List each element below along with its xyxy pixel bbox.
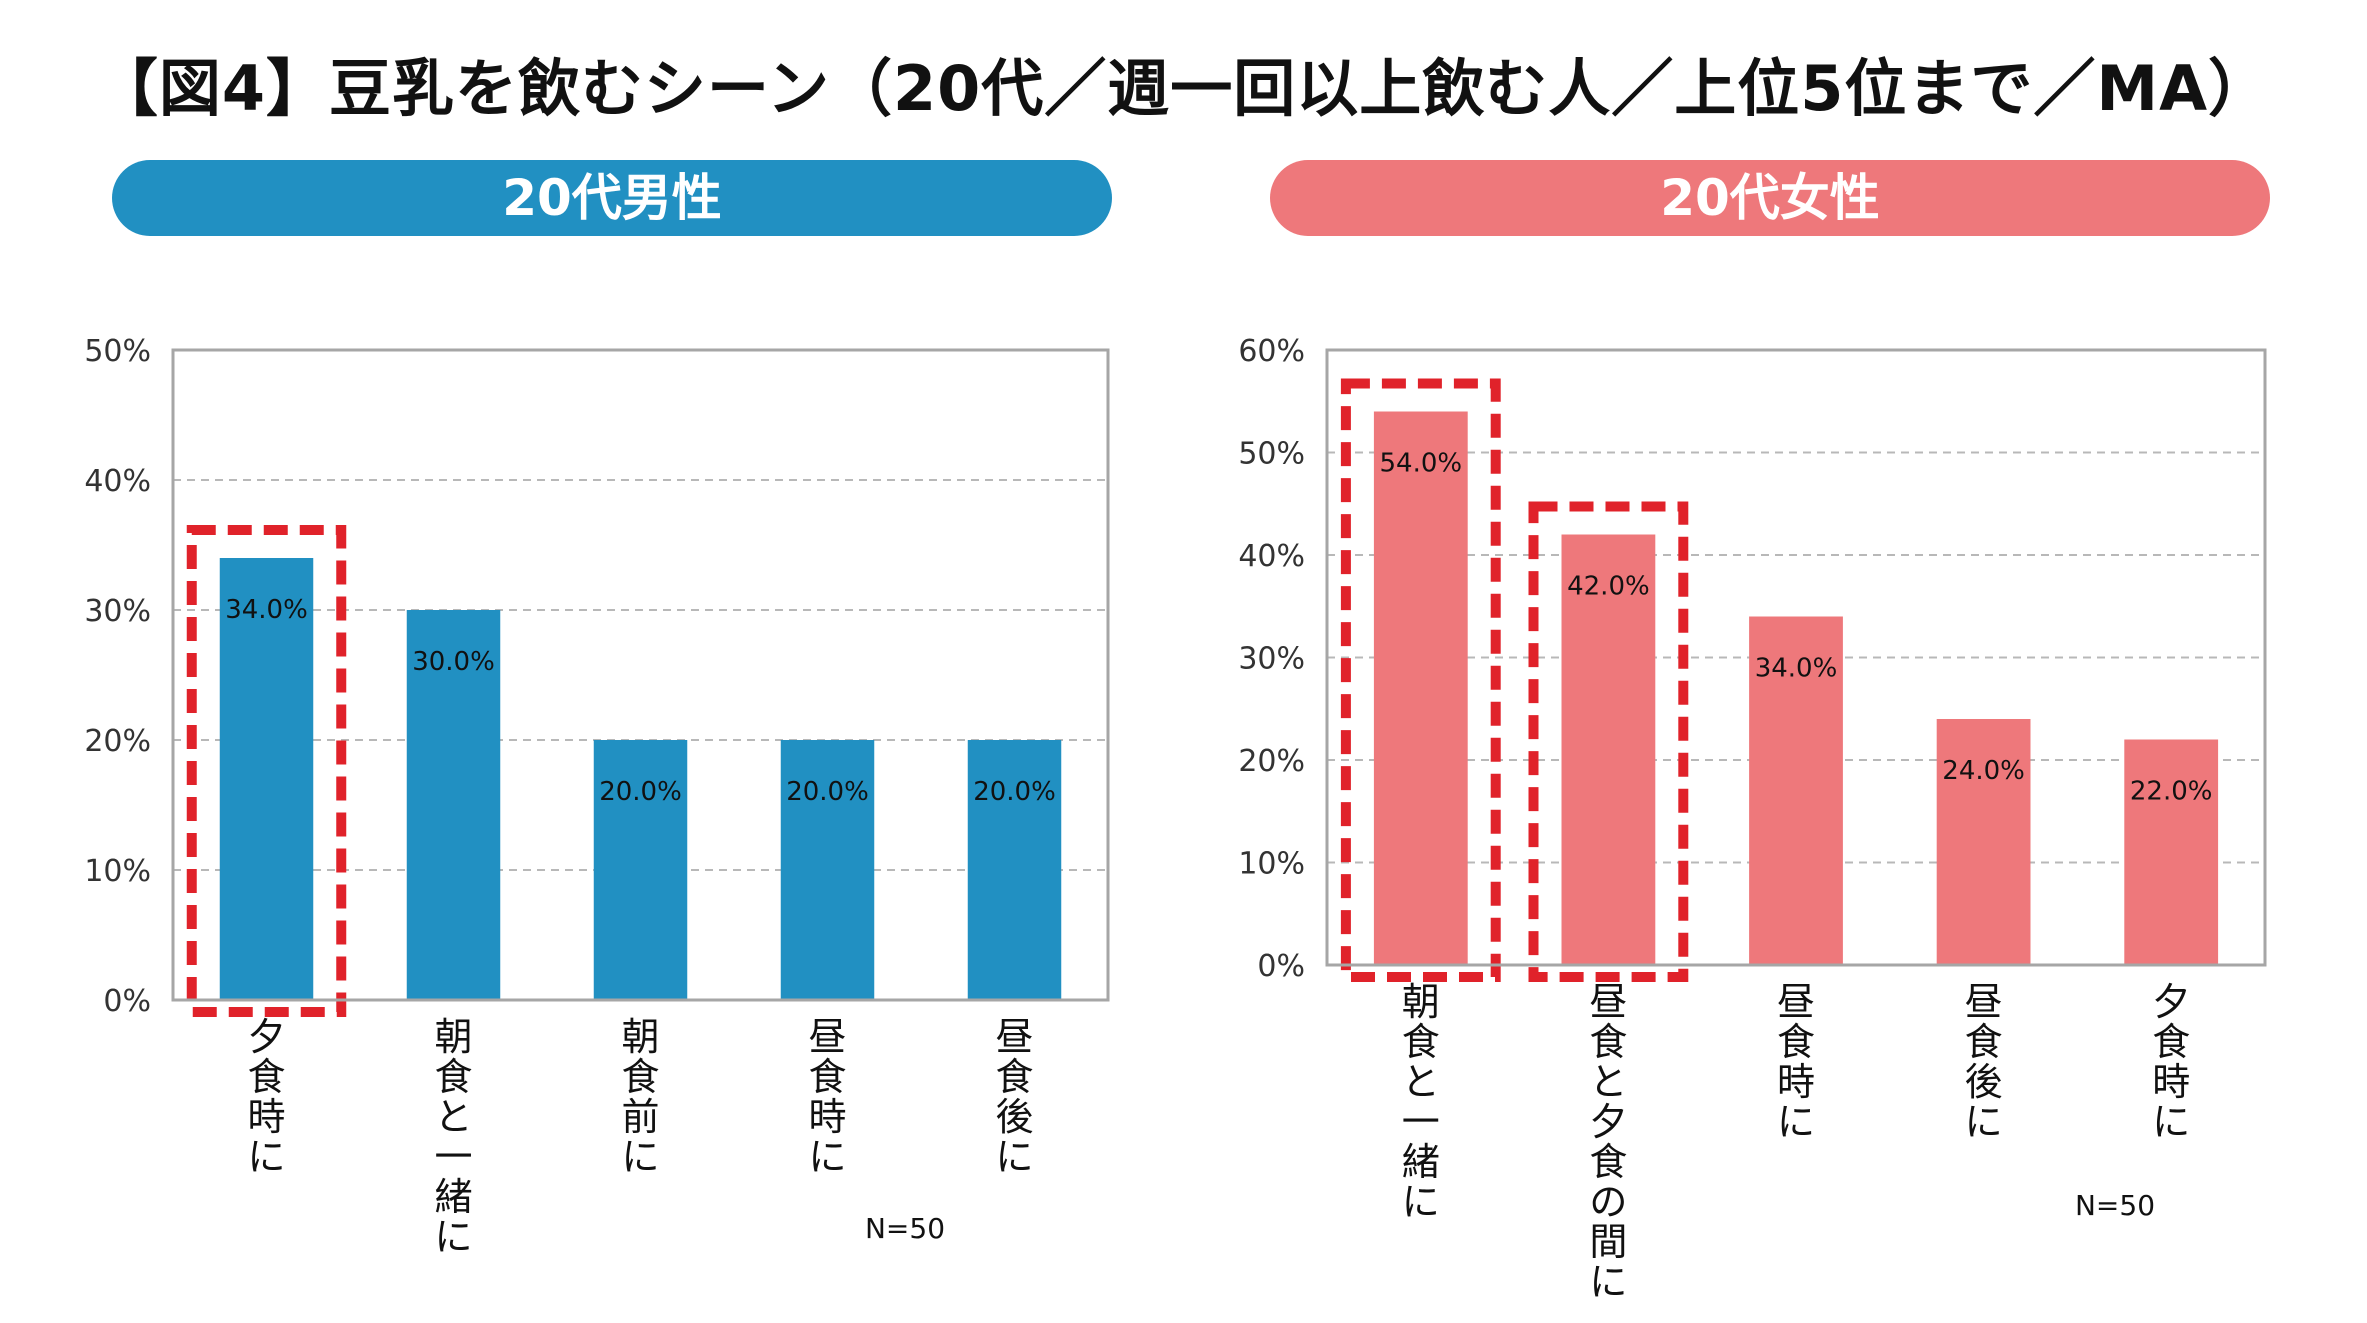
male-ytick-label: 50% [84, 334, 151, 369]
female-category-label: 昼食後に [1965, 980, 2003, 1144]
female-bar [1373, 411, 1468, 965]
male-data-label: 20.0% [973, 777, 1056, 807]
female-category-label: 朝食と一緒に [1402, 980, 1440, 1224]
male-category-label: 朝食と一緒に [434, 1015, 472, 1259]
male-data-label: 30.0% [412, 647, 495, 677]
female-data-label: 54.0% [1379, 449, 1462, 479]
male-ytick-label: 20% [84, 724, 151, 759]
female-bar [2124, 739, 2219, 965]
male-highlight-box [186, 525, 347, 1017]
male-data-label: 20.0% [786, 777, 869, 807]
female-data-label: 42.0% [1567, 572, 1650, 602]
male-sample-size: N=50 [865, 1212, 945, 1245]
male-category-label: 昼食後に [995, 1015, 1033, 1179]
male-data-label: 20.0% [599, 777, 682, 807]
female-ytick-label: 0% [1257, 949, 1305, 984]
female-sample-size: N=50 [2075, 1189, 2155, 1222]
male-bar [967, 740, 1062, 1000]
male-chart-header: 20代男性 [112, 160, 1112, 236]
female-ytick-label: 50% [1238, 437, 1305, 472]
female-ytick-label: 40% [1238, 539, 1305, 574]
female-highlight-box [1340, 378, 1501, 982]
female-category-label: 昼食と夕食の間に [1589, 980, 1627, 1304]
female-data-label: 24.0% [1942, 756, 2025, 786]
female-bar [1561, 534, 1656, 965]
male-ytick-label: 30% [84, 594, 151, 629]
male-ytick-label: 40% [84, 464, 151, 499]
male-bar [219, 558, 314, 1000]
male-data-label: 34.0% [225, 595, 308, 625]
male-category-label: 朝食前に [621, 1015, 659, 1179]
male-bar [780, 740, 875, 1000]
male-category-label: 昼食時に [808, 1015, 846, 1179]
female-category-label: 夕食時に [2152, 980, 2190, 1144]
female-highlight-box [1528, 501, 1689, 982]
female-ytick-label: 20% [1238, 744, 1305, 779]
female-chart-header: 20代女性 [1270, 160, 2270, 236]
male-category-label: 夕食時に [247, 1015, 285, 1179]
female-data-label: 22.0% [2130, 777, 2213, 807]
female-ytick-label: 60% [1238, 334, 1305, 369]
male-bar [593, 740, 688, 1000]
female-bar [1936, 719, 2031, 965]
main-title: 【図4】豆乳を飲むシーン（20代／週一回以上飲む人／上位5位まで／MA） [95, 52, 2272, 125]
male-ytick-label: 10% [84, 854, 151, 889]
female-category-label: 昼食時に [1777, 980, 1815, 1144]
female-ytick-label: 10% [1238, 847, 1305, 882]
female-data-label: 34.0% [1755, 654, 1838, 684]
male-bar [406, 610, 501, 1000]
male-ytick-label: 0% [103, 984, 151, 1019]
female-ytick-label: 30% [1238, 642, 1305, 677]
female-bar [1749, 616, 1843, 965]
